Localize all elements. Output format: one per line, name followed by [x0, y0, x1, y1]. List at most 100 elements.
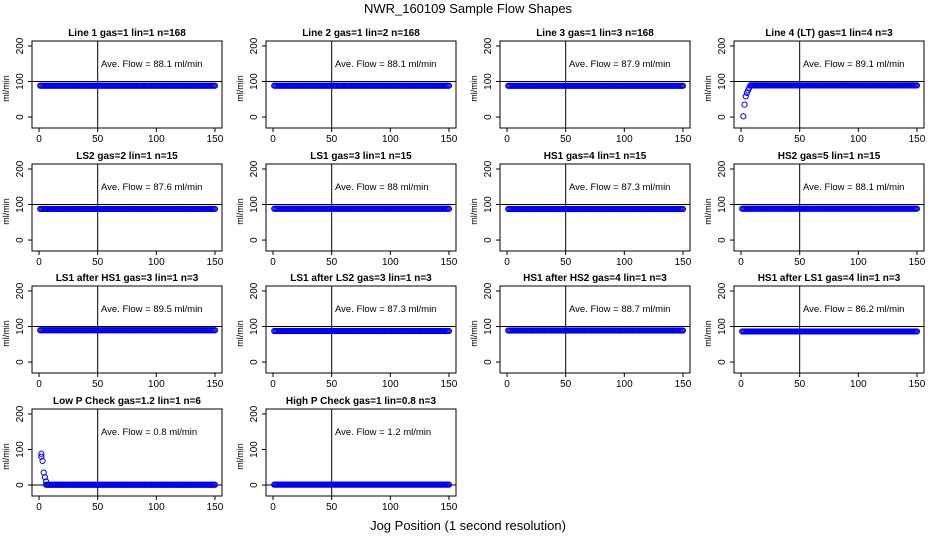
- average-flow-annotation: Ave. Flow = 87.3 ml/min: [335, 304, 436, 315]
- x-tick-label: 100: [382, 502, 399, 513]
- y-tick-label: 0: [249, 237, 260, 243]
- y-tick-label: 200: [15, 405, 26, 422]
- y-tick-label: 0: [717, 359, 728, 365]
- x-tick-label: 50: [326, 379, 338, 390]
- panel-title: HS1 gas=4 lin=1 n=15: [544, 151, 647, 162]
- x-tick-label: 50: [92, 502, 104, 513]
- figure-title: NWR_160109 Sample Flow Shapes: [363, 1, 573, 16]
- data-point: [445, 205, 453, 212]
- y-tick-label: 0: [483, 114, 494, 120]
- data-point: [742, 93, 749, 100]
- average-flow-annotation: Ave. Flow = 87.9 ml/min: [569, 59, 670, 70]
- chart-panel-11: HS1 after HS2 gas=4 lin=1 n=3 0 50 100 150 0 1…: [469, 273, 692, 390]
- y-tick-label: 100: [249, 318, 260, 335]
- data-point: [741, 101, 748, 108]
- data-point: [38, 453, 45, 460]
- y-axis-label: ml/min: [703, 75, 713, 102]
- average-flow-annotation: Ave. Flow = 88.7 ml/min: [569, 304, 670, 315]
- x-tick-label: 100: [148, 502, 165, 513]
- data-point: [445, 82, 453, 89]
- y-axis-label: ml/min: [235, 198, 245, 225]
- y-tick-label: 200: [249, 160, 260, 177]
- panel-title: Line 2 gas=1 lin=2 n=168: [302, 28, 420, 39]
- y-tick-label: 100: [15, 441, 26, 458]
- chart-panel-13: Low P Check gas=1.2 lin=1 n=6 0 50 100 150 0 1…: [1, 396, 224, 513]
- data-point: [913, 328, 921, 335]
- average-flow-annotation: Ave. Flow = 89.5 ml/min: [101, 304, 202, 315]
- x-tick-label: 0: [36, 379, 42, 390]
- chart-panel-4: Line 4 (LT) gas=1 lin=4 n=3 0 50 100 150 0 100…: [703, 28, 926, 145]
- x-tick-label: 100: [382, 379, 399, 390]
- y-tick-label: 200: [249, 282, 260, 299]
- x-tick-label: 150: [441, 134, 458, 145]
- y-axis-label: ml/min: [469, 320, 479, 347]
- chart-panel-3: Line 3 gas=1 lin=3 n=168 0 50 100 150 0 100 200…: [469, 28, 692, 145]
- y-tick-label: 100: [483, 318, 494, 335]
- x-tick-label: 150: [207, 502, 224, 513]
- x-tick-label: 0: [738, 379, 744, 390]
- x-tick-label: 50: [92, 379, 104, 390]
- plot-frame: [265, 285, 457, 374]
- x-tick-label: 50: [326, 257, 338, 268]
- y-tick-label: 200: [717, 37, 728, 54]
- data-point: [679, 82, 687, 89]
- plot-frame: [31, 163, 223, 252]
- chart-panel-10: LS1 after LS2 gas=3 lin=1 n=3 0 50 100 150 0 1…: [235, 273, 458, 390]
- plot-frame: [265, 408, 457, 497]
- y-tick-label: 200: [717, 282, 728, 299]
- y-tick-label: 200: [483, 37, 494, 54]
- x-tick-label: 50: [794, 257, 806, 268]
- x-tick-label: 0: [504, 257, 510, 268]
- y-tick-label: 100: [483, 73, 494, 90]
- x-tick-label: 100: [148, 134, 165, 145]
- y-tick-label: 0: [249, 114, 260, 120]
- x-tick-label: 100: [148, 257, 165, 268]
- panel-title: LS2 gas=2 lin=1 n=15: [76, 151, 178, 162]
- x-tick-label: 0: [270, 379, 276, 390]
- panel-title: LS1 gas=3 lin=1 n=15: [310, 151, 412, 162]
- data-point: [445, 481, 453, 488]
- y-tick-label: 0: [15, 359, 26, 365]
- data-point: [913, 82, 921, 89]
- x-tick-label: 50: [794, 134, 806, 145]
- x-tick-label: 50: [560, 257, 572, 268]
- data-point: [211, 82, 219, 89]
- average-flow-annotation: Ave. Flow = 0.8 ml/min: [101, 427, 197, 438]
- plot-frame: [733, 285, 925, 374]
- panel-title: Low P Check gas=1.2 lin=1 n=6: [53, 396, 201, 407]
- x-tick-label: 0: [504, 134, 510, 145]
- y-tick-label: 100: [15, 73, 26, 90]
- y-tick-label: 100: [249, 73, 260, 90]
- y-axis-label: ml/min: [1, 443, 11, 470]
- data-point: [445, 327, 453, 335]
- chart-panel-5: LS2 gas=2 lin=1 n=15 0 50 100 150 0 100 200 ml/m…: [1, 151, 224, 268]
- chart-panel-8: HS2 gas=5 lin=1 n=15 0 50 100 150 0 100 200 ml/m…: [703, 151, 926, 268]
- data-point: [740, 113, 747, 120]
- y-tick-label: 0: [717, 114, 728, 120]
- y-tick-label: 0: [249, 482, 260, 488]
- x-tick-label: 0: [36, 257, 42, 268]
- y-tick-label: 200: [483, 160, 494, 177]
- y-tick-label: 100: [717, 196, 728, 213]
- x-tick-label: 150: [675, 379, 692, 390]
- x-tick-label: 0: [738, 134, 744, 145]
- y-tick-label: 100: [483, 196, 494, 213]
- y-tick-label: 0: [717, 237, 728, 243]
- plot-frame: [499, 163, 691, 252]
- x-tick-label: 150: [207, 379, 224, 390]
- x-tick-label: 150: [207, 134, 224, 145]
- data-point: [211, 327, 219, 334]
- y-tick-label: 200: [249, 37, 260, 54]
- chart-panel-1: Line 1 gas=1 lin=1 n=168 0 50 100 150 0 100 200…: [1, 28, 224, 145]
- data-point: [211, 481, 219, 488]
- y-axis-label: ml/min: [235, 75, 245, 102]
- chart-panel-12: HS1 after LS1 gas=4 lin=1 n=3 0 50 100 150 0 1…: [703, 273, 926, 390]
- x-tick-label: 50: [794, 379, 806, 390]
- panel-title: HS1 after LS1 gas=4 lin=1 n=3: [758, 273, 901, 284]
- x-tick-label: 50: [560, 134, 572, 145]
- y-axis-label: ml/min: [1, 198, 11, 225]
- panel-title: LS1 after HS1 gas=3 lin=1 n=3: [56, 273, 199, 284]
- x-tick-label: 150: [909, 379, 926, 390]
- average-flow-annotation: Ave. Flow = 89.1 ml/min: [803, 59, 904, 70]
